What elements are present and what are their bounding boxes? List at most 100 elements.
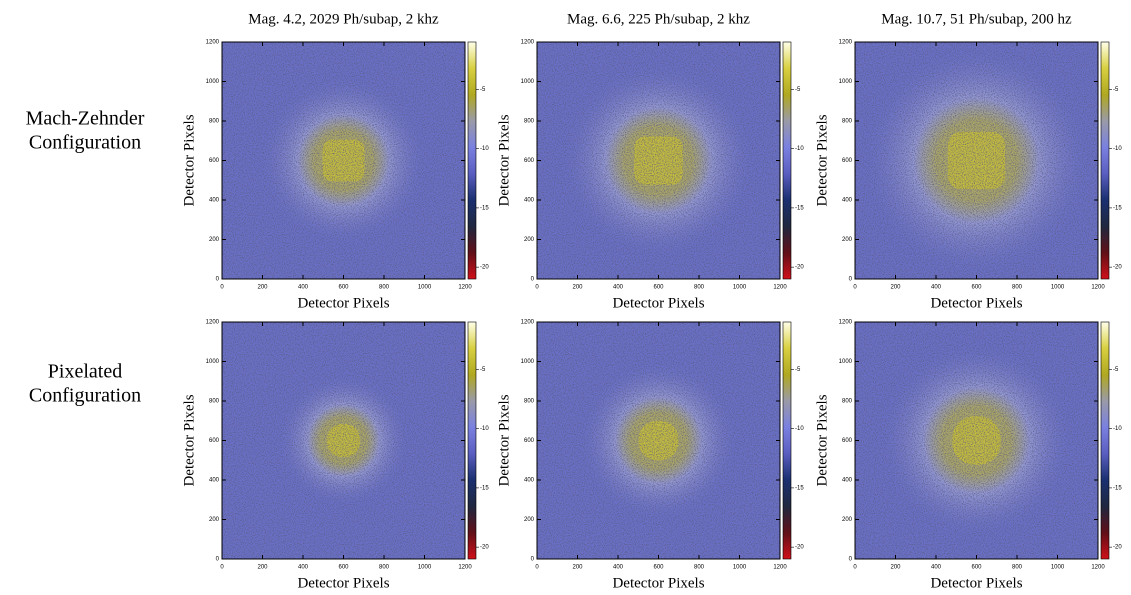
x-axis-label: Detector Pixels [930, 295, 1022, 311]
y-axis-label: Detector Pixels [496, 394, 512, 486]
x-tick-label: 1200 [773, 565, 787, 571]
x-tick-label: 400 [298, 565, 309, 571]
y-tick-label: 200 [209, 237, 220, 243]
y-axis-label: Detector Pixels [181, 114, 197, 206]
x-tick-label: 0 [535, 565, 539, 571]
x-tick-label: 1200 [458, 285, 472, 291]
row-label: Pixelated [48, 361, 122, 383]
y-tick-label: 200 [209, 517, 220, 523]
x-tick-label: 1000 [418, 565, 432, 571]
x-tick-label: 0 [220, 285, 224, 291]
x-tick-label: 800 [379, 285, 390, 291]
y-tick-label: 1000 [521, 359, 535, 365]
x-tick-label: 200 [257, 285, 268, 291]
x-axis-label: Detector Pixels [297, 295, 389, 311]
x-tick-label: 1000 [1051, 285, 1065, 291]
x-tick-label: 1200 [458, 565, 472, 571]
panel-title: Mag. 4.2, 2029 Ph/subap, 2 khz [248, 11, 439, 27]
y-tick-label: 1000 [206, 79, 220, 85]
row-label: Mach-Zehnder [26, 108, 145, 130]
x-tick-label: 1200 [773, 285, 787, 291]
colorbar [1100, 41, 1110, 280]
x-tick-label: 200 [572, 565, 583, 571]
colorbar-tick-label: -10 [480, 426, 489, 432]
y-tick-label: 1200 [206, 40, 220, 46]
x-axis-label: Detector Pixels [612, 295, 704, 311]
y-tick-label: 200 [842, 517, 853, 523]
colorbar-tick-label: -5 [795, 367, 801, 373]
x-tick-label: 200 [572, 285, 583, 291]
x-tick-label: 400 [613, 285, 624, 291]
y-axis-label: Detector Pixels [814, 114, 830, 206]
heatmap-noise [855, 42, 1098, 279]
colorbar-tick-label: -15 [795, 485, 804, 491]
colorbar-tick-label: -20 [480, 265, 489, 271]
colorbar-tick-label: -15 [1113, 485, 1122, 491]
y-tick-label: 1200 [521, 40, 535, 46]
y-tick-label: 1000 [839, 359, 853, 365]
x-tick-label: 1000 [418, 285, 432, 291]
y-tick-label: 1000 [521, 79, 535, 85]
x-tick-label: 600 [338, 285, 349, 291]
y-tick-label: 600 [209, 158, 220, 164]
x-tick-label: 1200 [1091, 285, 1105, 291]
y-tick-label: 800 [842, 399, 853, 405]
y-tick-label: 0 [531, 277, 535, 283]
colorbar [782, 321, 792, 560]
colorbar-tick-label: -20 [795, 545, 804, 551]
x-tick-label: 200 [890, 565, 901, 571]
x-tick-label: 600 [338, 565, 349, 571]
colorbar-tick-label: -10 [1113, 426, 1122, 432]
y-tick-label: 1200 [839, 40, 853, 46]
y-tick-label: 800 [524, 399, 535, 405]
y-tick-label: 400 [842, 198, 853, 204]
y-tick-label: 800 [842, 119, 853, 125]
colorbar-tick-label: -15 [1113, 205, 1122, 211]
panel-title: Mag. 10.7, 51 Ph/subap, 200 hz [881, 11, 1072, 27]
colorbar-tick-label: -5 [1113, 87, 1119, 93]
x-tick-label: 1000 [733, 285, 747, 291]
x-tick-label: 1200 [1091, 565, 1105, 571]
x-tick-label: 200 [890, 285, 901, 291]
colorbar-tick-label: -10 [795, 146, 804, 152]
heatmap-noise [537, 42, 780, 279]
x-tick-label: 800 [694, 565, 705, 571]
row-label: Configuration [29, 385, 141, 407]
y-tick-label: 600 [524, 438, 535, 444]
row-label: Configuration [29, 132, 141, 154]
x-tick-label: 1000 [733, 565, 747, 571]
y-tick-label: 600 [842, 158, 853, 164]
x-tick-label: 800 [379, 565, 390, 571]
y-tick-label: 400 [209, 198, 220, 204]
y-tick-label: 800 [209, 119, 220, 125]
x-tick-label: 0 [535, 285, 539, 291]
x-tick-label: 600 [653, 285, 664, 291]
x-tick-label: 800 [1012, 285, 1023, 291]
heatmap-noise [537, 322, 780, 559]
x-tick-label: 800 [694, 285, 705, 291]
colorbar-tick-label: -5 [480, 87, 486, 93]
y-tick-label: 200 [524, 237, 535, 243]
panel-title: Mag. 6.6, 225 Ph/subap, 2 khz [567, 11, 750, 27]
x-axis-label: Detector Pixels [612, 575, 704, 591]
y-tick-label: 0 [531, 557, 535, 563]
colorbar [1100, 321, 1110, 560]
x-tick-label: 800 [1012, 565, 1023, 571]
y-tick-label: 0 [849, 277, 853, 283]
y-tick-label: 400 [209, 478, 220, 484]
y-axis-label: Detector Pixels [496, 114, 512, 206]
colorbar-tick-label: -15 [480, 485, 489, 491]
y-tick-label: 1000 [839, 79, 853, 85]
x-tick-label: 400 [931, 285, 942, 291]
colorbar-tick-label: -5 [795, 87, 801, 93]
x-axis-label: Detector Pixels [297, 575, 389, 591]
x-tick-label: 400 [931, 565, 942, 571]
x-tick-label: 600 [653, 565, 664, 571]
y-tick-label: 0 [849, 557, 853, 563]
colorbar-tick-label: -10 [795, 426, 804, 432]
heatmap-noise [855, 322, 1098, 559]
colorbar-tick-label: -10 [1113, 146, 1122, 152]
y-axis-label: Detector Pixels [181, 394, 197, 486]
y-tick-label: 400 [524, 478, 535, 484]
y-tick-label: 0 [216, 277, 220, 283]
